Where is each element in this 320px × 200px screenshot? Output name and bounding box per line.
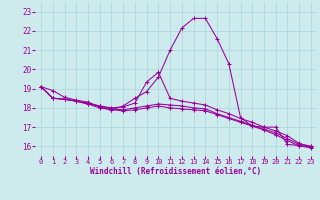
X-axis label: Windchill (Refroidissement éolien,°C): Windchill (Refroidissement éolien,°C) bbox=[91, 167, 261, 176]
